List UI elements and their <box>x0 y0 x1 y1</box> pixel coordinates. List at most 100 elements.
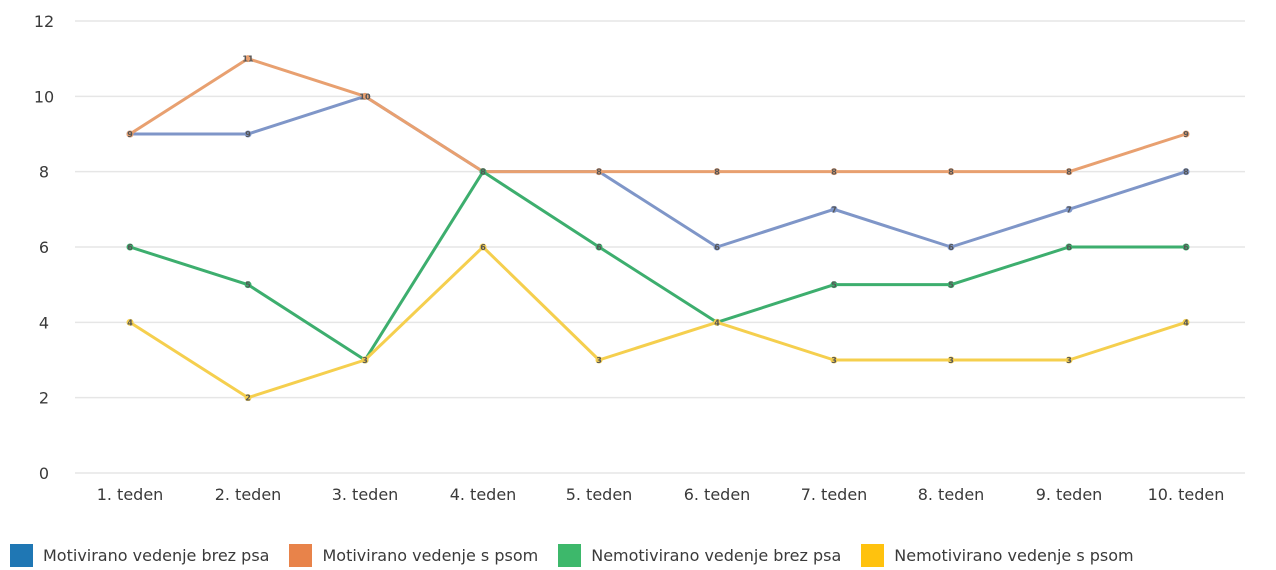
series-line <box>128 170 1188 362</box>
y-tick-label: 2 <box>39 389 49 408</box>
data-point <box>1182 130 1190 138</box>
x-tick-label: 9. teden <box>1036 485 1103 504</box>
data-label: 9 <box>245 130 251 139</box>
legend-swatch <box>289 544 313 567</box>
data-label: 3 <box>362 356 368 365</box>
series-line <box>128 94 1188 249</box>
legend-label: Motivirano vedenje s psom <box>322 546 539 565</box>
legend-item: Nemotivirano vedenje brez psa <box>558 544 841 567</box>
data-label: 5 <box>245 281 251 290</box>
legend-label: Nemotivirano vedenje s psom <box>894 546 1134 565</box>
data-point <box>1065 168 1073 176</box>
data-point <box>830 205 838 213</box>
data-point <box>713 243 721 251</box>
series-line <box>128 57 1188 174</box>
data-point <box>244 55 252 63</box>
x-tick-label: 1. teden <box>97 485 164 504</box>
data-label: 9 <box>1183 130 1189 139</box>
data-point <box>1182 318 1190 326</box>
data-label: 8 <box>831 168 837 177</box>
series-3: 6 5 3 8 6 4 5 5 6 6 <box>126 168 1190 365</box>
data-point <box>1182 243 1190 251</box>
data-point <box>713 168 721 176</box>
data-point <box>244 394 252 402</box>
data-label: 6 <box>1183 243 1189 252</box>
data-label: 3 <box>831 356 837 365</box>
data-point <box>595 168 603 176</box>
legend-item: Motivirano vedenje s psom <box>289 544 538 567</box>
data-point <box>361 356 369 364</box>
data-label: 8 <box>948 168 954 177</box>
legend-item: Nemotivirano vedenje s psom <box>861 544 1134 567</box>
data-label: 3 <box>596 356 602 365</box>
x-tick-label: 4. teden <box>450 485 517 504</box>
data-label: 9 <box>127 130 133 139</box>
data-point <box>1182 168 1190 176</box>
legend-swatch <box>10 544 33 567</box>
data-label: 6 <box>596 243 602 252</box>
data-label: 3 <box>1066 356 1072 365</box>
data-label: 8 <box>596 168 602 177</box>
x-tick-label: 5. teden <box>566 485 633 504</box>
legend: Motivirano vedenje brez psa Motivirano ve… <box>10 544 1154 567</box>
series-line <box>128 245 1188 400</box>
data-point <box>713 318 721 326</box>
y-tick-label: 4 <box>39 313 49 332</box>
data-point <box>595 356 603 364</box>
x-tick-label: 6. teden <box>684 485 751 504</box>
data-label: 8 <box>1066 168 1072 177</box>
data-label: 8 <box>714 168 720 177</box>
data-point <box>595 243 603 251</box>
data-point <box>830 356 838 364</box>
data-label: 8 <box>480 168 486 177</box>
data-point <box>126 318 134 326</box>
x-tick-label: 10. teden <box>1148 485 1225 504</box>
data-label: 4 <box>1183 318 1189 327</box>
y-tick-label: 10 <box>34 87 54 106</box>
data-label: 5 <box>831 281 837 290</box>
data-point <box>830 168 838 176</box>
data-point <box>947 168 955 176</box>
x-tick-label: 3. teden <box>332 485 399 504</box>
x-tick-label: 8. teden <box>918 485 985 504</box>
data-label: 11 <box>242 55 254 64</box>
y-tick-label: 0 <box>39 464 49 483</box>
data-point <box>1065 356 1073 364</box>
data-label: 5 <box>948 281 954 290</box>
data-label: 6 <box>127 243 133 252</box>
data-label: 4 <box>714 318 720 327</box>
data-point <box>1065 243 1073 251</box>
data-label: 3 <box>948 356 954 365</box>
x-axis: 1. teden 2. teden 3. teden 4. teden 5. teden… <box>97 485 1225 504</box>
data-point <box>947 356 955 364</box>
data-point <box>126 130 134 138</box>
data-point <box>479 168 487 176</box>
legend-swatch <box>558 544 582 567</box>
data-label: 6 <box>948 243 954 252</box>
data-label: 6 <box>480 243 486 252</box>
data-point <box>244 281 252 289</box>
legend-label: Nemotivirano vedenje brez psa <box>591 546 842 565</box>
data-label: 10 <box>359 92 371 101</box>
data-point <box>1065 205 1073 213</box>
data-point <box>479 243 487 251</box>
y-tick-label: 8 <box>39 163 49 182</box>
y-tick-label: 6 <box>39 238 49 257</box>
data-label: 6 <box>1066 243 1072 252</box>
data-label: 7 <box>831 205 837 214</box>
x-tick-label: 7. teden <box>801 485 868 504</box>
data-label: 4 <box>127 318 133 327</box>
series-4: 4 2 3 6 3 4 3 3 3 4 <box>126 243 1190 403</box>
data-point <box>947 281 955 289</box>
y-axis: 0 2 4 6 8 10 12 <box>34 12 54 483</box>
line-chart: 0 2 4 6 8 10 12 1. teden 2. teden 3. teden 4. ted… <box>34 12 1245 504</box>
series-2: 9 11 10 8 8 8 8 8 8 9 <box>126 55 1190 177</box>
data-label: 6 <box>714 243 720 252</box>
data-label: 8 <box>1183 168 1189 177</box>
x-tick-label: 2. teden <box>215 485 282 504</box>
data-label: 7 <box>1066 205 1072 214</box>
data-point <box>830 281 838 289</box>
data-point <box>244 130 252 138</box>
data-point <box>361 92 369 100</box>
y-tick-label: 12 <box>34 12 54 31</box>
